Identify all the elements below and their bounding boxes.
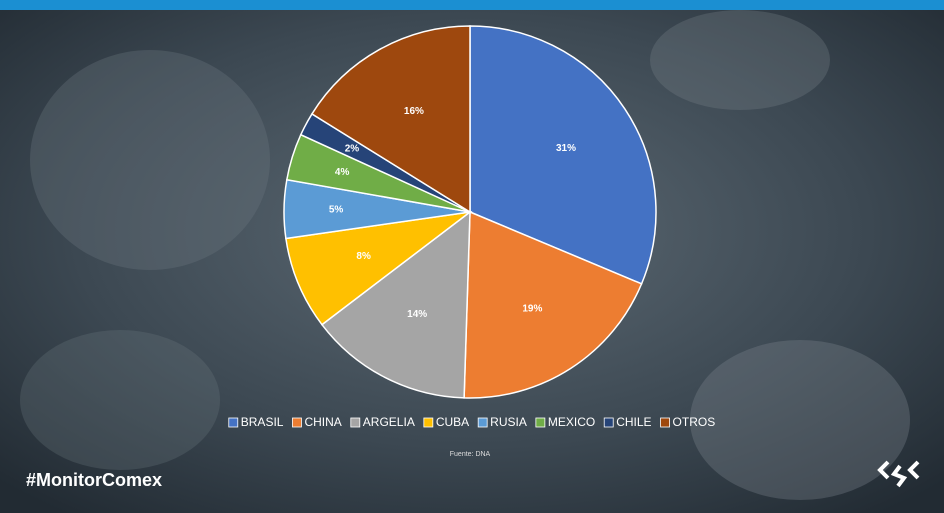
photo-shape	[690, 340, 910, 500]
legend-label: CHILE	[616, 415, 651, 429]
top-bar	[0, 0, 944, 10]
legend-label: MEXICO	[548, 415, 595, 429]
legend-swatch	[660, 417, 670, 428]
legend-label: CHINA	[304, 415, 341, 429]
legend-label: ARGELIA	[363, 415, 415, 429]
pie-slice	[469, 25, 657, 285]
pie: 31% 19% 14% 8% 5% 4% 2% 16%	[283, 25, 657, 399]
data-label: 5%	[329, 205, 344, 216]
legend-swatch	[350, 417, 361, 428]
hashtag: #MonitorComex	[26, 470, 162, 490]
pie-slice	[310, 25, 471, 214]
pie-slice	[285, 210, 473, 326]
legend-swatch	[535, 417, 546, 428]
source: Fuente: DNA	[450, 451, 491, 458]
legend-label: OTROS	[673, 415, 716, 429]
data-label: 31%	[556, 143, 576, 154]
data-label: 2%	[345, 143, 360, 154]
photo-shape	[20, 330, 220, 470]
legend-label: CUBA	[436, 415, 469, 429]
legend-swatch	[477, 417, 488, 428]
legend: BRASIL CHINA ARGELIA CUBA RUSIA MEXICO CHILE OT…	[228, 415, 716, 429]
legend-swatch	[228, 417, 239, 428]
data-label: 8%	[356, 251, 371, 262]
data-label: 19%	[522, 304, 542, 315]
data-label: 4%	[335, 167, 350, 178]
legend-swatch	[292, 417, 302, 428]
legend-swatch	[423, 417, 434, 428]
logo	[877, 460, 920, 488]
data-label: 16%	[404, 106, 424, 117]
photo-shape	[650, 10, 830, 110]
data-label: 14%	[407, 309, 427, 320]
legend-label: RUSIA	[490, 415, 527, 429]
photo-shape	[30, 50, 270, 270]
legend-swatch	[603, 417, 614, 428]
pie-slice	[320, 210, 471, 399]
legend-label: BRASIL	[241, 415, 284, 429]
pie-slice	[463, 210, 643, 399]
